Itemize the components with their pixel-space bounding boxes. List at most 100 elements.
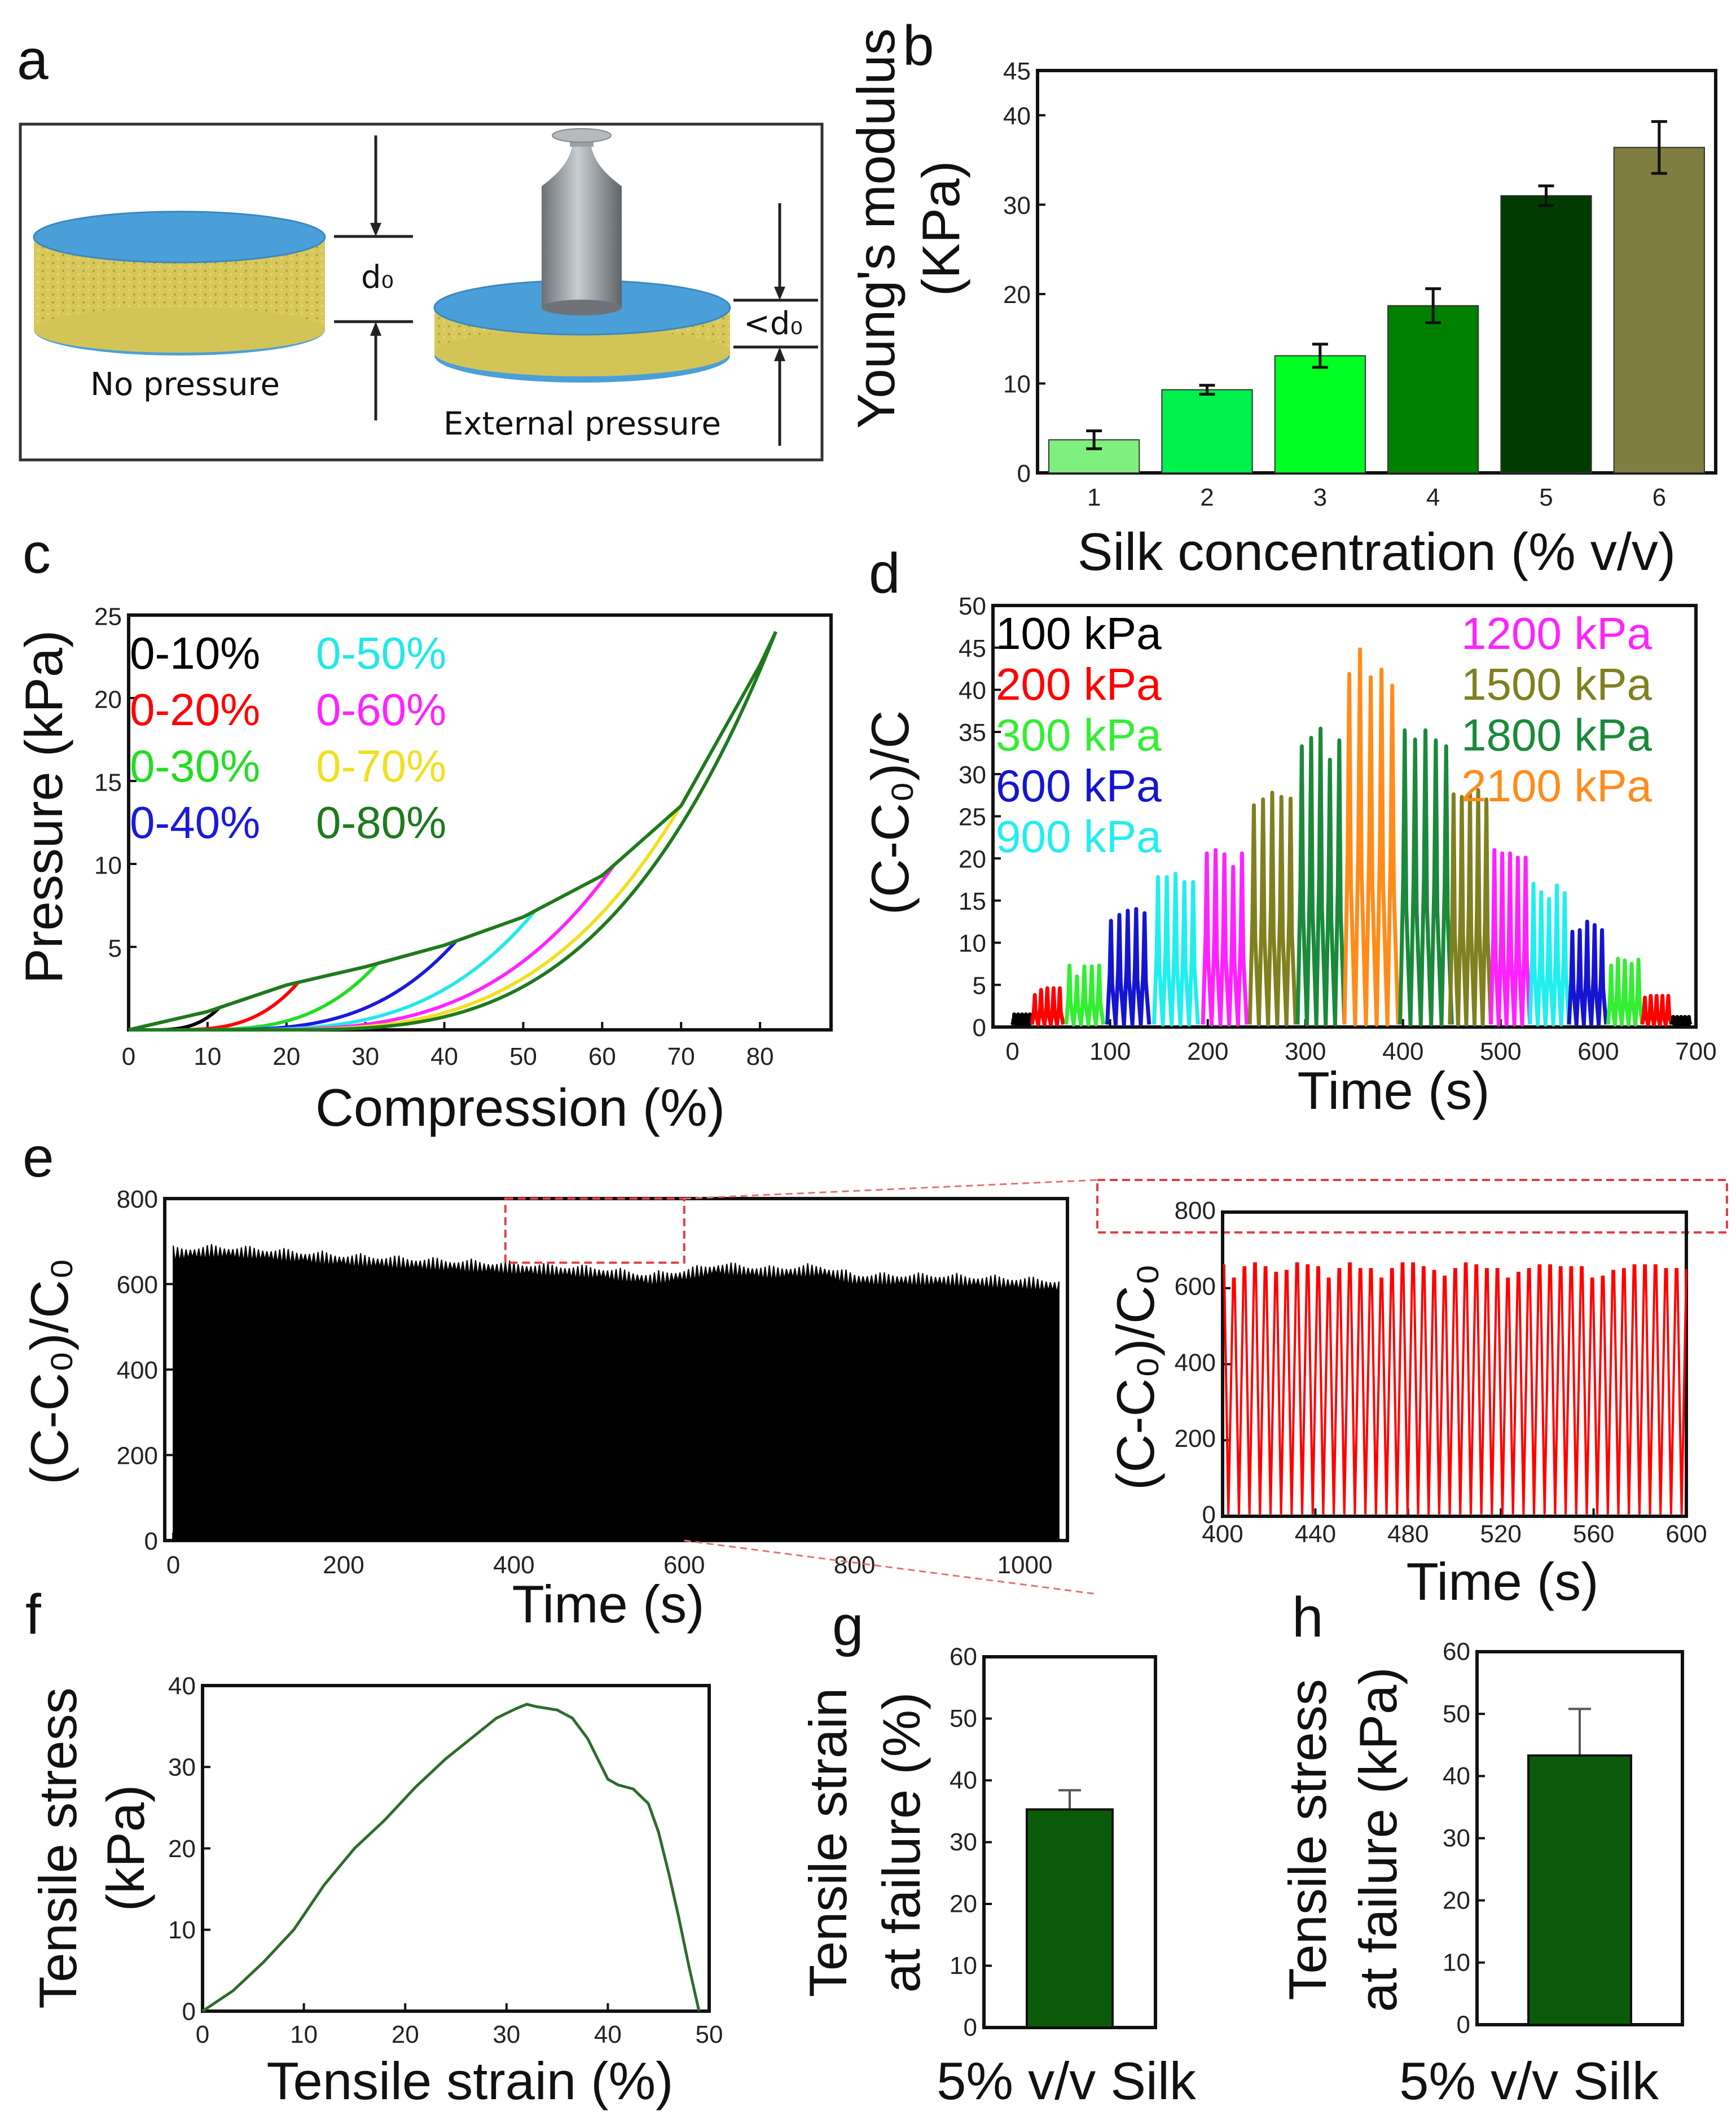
bar <box>1613 147 1705 473</box>
b-x-tick-label: 6 <box>1653 484 1666 511</box>
e-x-tick-label: 400 <box>493 1551 534 1579</box>
f-ylabel-line1: Tensile stress <box>28 1687 87 2008</box>
less-than-d0-label: <d₀ <box>744 305 803 342</box>
g-y-tick-label: 50 <box>950 1705 977 1732</box>
b-x-tick-label: 3 <box>1313 484 1327 511</box>
c-xlabel: Compression (%) <box>315 1078 725 1137</box>
signal-1200 kPa <box>1201 848 1249 1027</box>
curve-0-50% <box>128 909 537 1032</box>
f-x-tick-label: 30 <box>493 2021 520 2048</box>
g-y-tick-label: 60 <box>950 1643 977 1671</box>
b-ylabel-line1: Young's modulus <box>846 28 906 429</box>
no-pressure-caption: No pressure <box>90 366 280 403</box>
b-x-tick-label: 2 <box>1200 484 1214 511</box>
inset-zoom-box <box>1096 1179 1728 1234</box>
h-ylabel-line1: Tensile stress <box>1278 1679 1337 2000</box>
uncompressed-sponge <box>33 210 326 356</box>
legend-entry: 0-50% <box>316 628 446 678</box>
bar <box>1500 195 1592 473</box>
panel-label-c: c <box>23 522 51 585</box>
panel-label-a: a <box>17 28 49 91</box>
e-y-tick-label: 800 <box>117 1186 158 1213</box>
b-y-tick-label: 45 <box>1003 58 1031 85</box>
h-y-tick-label: 0 <box>1457 2011 1470 2039</box>
signal-600 kPa <box>1105 907 1152 1027</box>
inset-x-tick-label: 520 <box>1480 1520 1521 1548</box>
c-x-tick-label: 80 <box>746 1043 774 1070</box>
signal-100 kPa <box>1669 1015 1693 1027</box>
b-ylabel-line2: (KPa) <box>911 161 970 296</box>
legend-entry: 0-80% <box>316 797 446 848</box>
curve-0-80% <box>128 631 777 1032</box>
g-y-tick-label: 20 <box>950 1890 977 1918</box>
chart-d: 0 100 200 300 400 500 600 700 0 5 10 15 20 25 30 35 40 45… <box>959 593 1717 1065</box>
legend-entry: 0-20% <box>130 684 260 735</box>
panel-label-e: e <box>23 1126 54 1189</box>
b-y-tick-label: 30 <box>1003 192 1031 220</box>
b-plot-frame <box>1036 69 1717 475</box>
b-y-tick-label: 20 <box>1003 281 1031 309</box>
legend-entry: 0-40% <box>130 797 260 848</box>
signal-200 kPa <box>1640 994 1674 1027</box>
inset-x-tick-label: 440 <box>1295 1520 1336 1548</box>
cyclic-signal-area <box>173 1244 1060 1541</box>
b-xlabel: Silk concentration (% v/v) <box>1078 522 1676 581</box>
zoom-connector <box>684 1539 1098 1595</box>
d-xlabel: Time (s) <box>1297 1061 1489 1120</box>
legend-entry: 1200 kPa <box>1461 608 1653 659</box>
c-x-tick-label: 20 <box>273 1043 300 1070</box>
d-x-tick-label: 0 <box>1005 1038 1019 1065</box>
h-ylabel-line2: at failure (kPa) <box>1348 1667 1408 2012</box>
d0-label: d₀ <box>361 259 394 296</box>
d-y-tick-label: 35 <box>959 719 986 747</box>
inset-y-tick-label: 200 <box>1175 1425 1216 1453</box>
f-x-tick-label: 0 <box>196 2021 209 2048</box>
panel-label-d: d <box>869 542 900 605</box>
signal-100 kPa <box>1010 1012 1034 1027</box>
g-y-tick-label: 40 <box>950 1767 977 1794</box>
chart-e-inset: 400 440 480 520 560 600 0 200 400 600 800 <box>1175 1197 1707 1548</box>
d-y-tick-label: 45 <box>959 635 986 662</box>
inset-x-tick-label: 560 <box>1573 1520 1614 1548</box>
g-y-tick-label: 0 <box>964 2014 977 2042</box>
c-y-tick-label: 10 <box>94 852 122 880</box>
e-y-tick-label: 600 <box>117 1271 158 1299</box>
chart-g: 0 10 20 30 40 50 60 <box>950 1643 1157 2042</box>
signal-2100 kPa <box>1342 647 1400 1027</box>
c-x-tick-label: 30 <box>351 1043 379 1070</box>
d-y-tick-label: 15 <box>959 888 986 915</box>
c-x-tick-label: 0 <box>122 1043 135 1070</box>
g-xlabel: 5% v/v Silk <box>937 2051 1197 2110</box>
h-y-tick-label: 50 <box>1443 1700 1470 1728</box>
d-x-tick-label: 700 <box>1675 1038 1716 1065</box>
chart-e: 0 200 400 600 800 1000 0 200 400 600 800 <box>117 1179 1728 1595</box>
chart-c: 0 10 20 30 40 50 60 70 80 5 10 15 20 25 0-10% 0-20% 0-30… <box>94 603 833 1070</box>
inset-signal <box>1223 1262 1687 1515</box>
e-x-tick-label: 0 <box>166 1551 180 1579</box>
c-y-tick-label: 5 <box>108 935 122 963</box>
signal-600 kPa <box>1567 919 1608 1027</box>
inset-y-tick-label: 800 <box>1175 1197 1216 1225</box>
d-y-tick-label: 50 <box>959 593 986 620</box>
inset-x-tick-label: 480 <box>1387 1520 1429 1548</box>
legend-entry: 100 kPa <box>996 608 1162 659</box>
d-x-tick-label: 200 <box>1187 1038 1228 1065</box>
signal-1800 kPa <box>1295 726 1347 1027</box>
legend-entry: 0-30% <box>130 741 260 791</box>
e-x-tick-label: 1000 <box>997 1551 1053 1579</box>
legend-entry: 1800 kPa <box>1461 710 1653 760</box>
e-y-tick-label: 0 <box>144 1528 158 1555</box>
panel-label-g: g <box>832 1594 864 1657</box>
b-x-tick-label: 1 <box>1087 484 1101 511</box>
legend-entry: 600 kPa <box>996 761 1162 811</box>
error-bar <box>1651 120 1667 175</box>
weight-icon <box>542 128 622 315</box>
panel-label-h: h <box>1292 1586 1324 1649</box>
error-bar <box>1058 1789 1081 1810</box>
external-pressure-caption: External pressure <box>443 406 721 442</box>
legend-entry: 200 kPa <box>996 659 1162 709</box>
legend-entry: 0-60% <box>316 684 446 735</box>
panel-a-illustration: d₀ <d₀ No pressure External pressure <box>19 122 824 462</box>
